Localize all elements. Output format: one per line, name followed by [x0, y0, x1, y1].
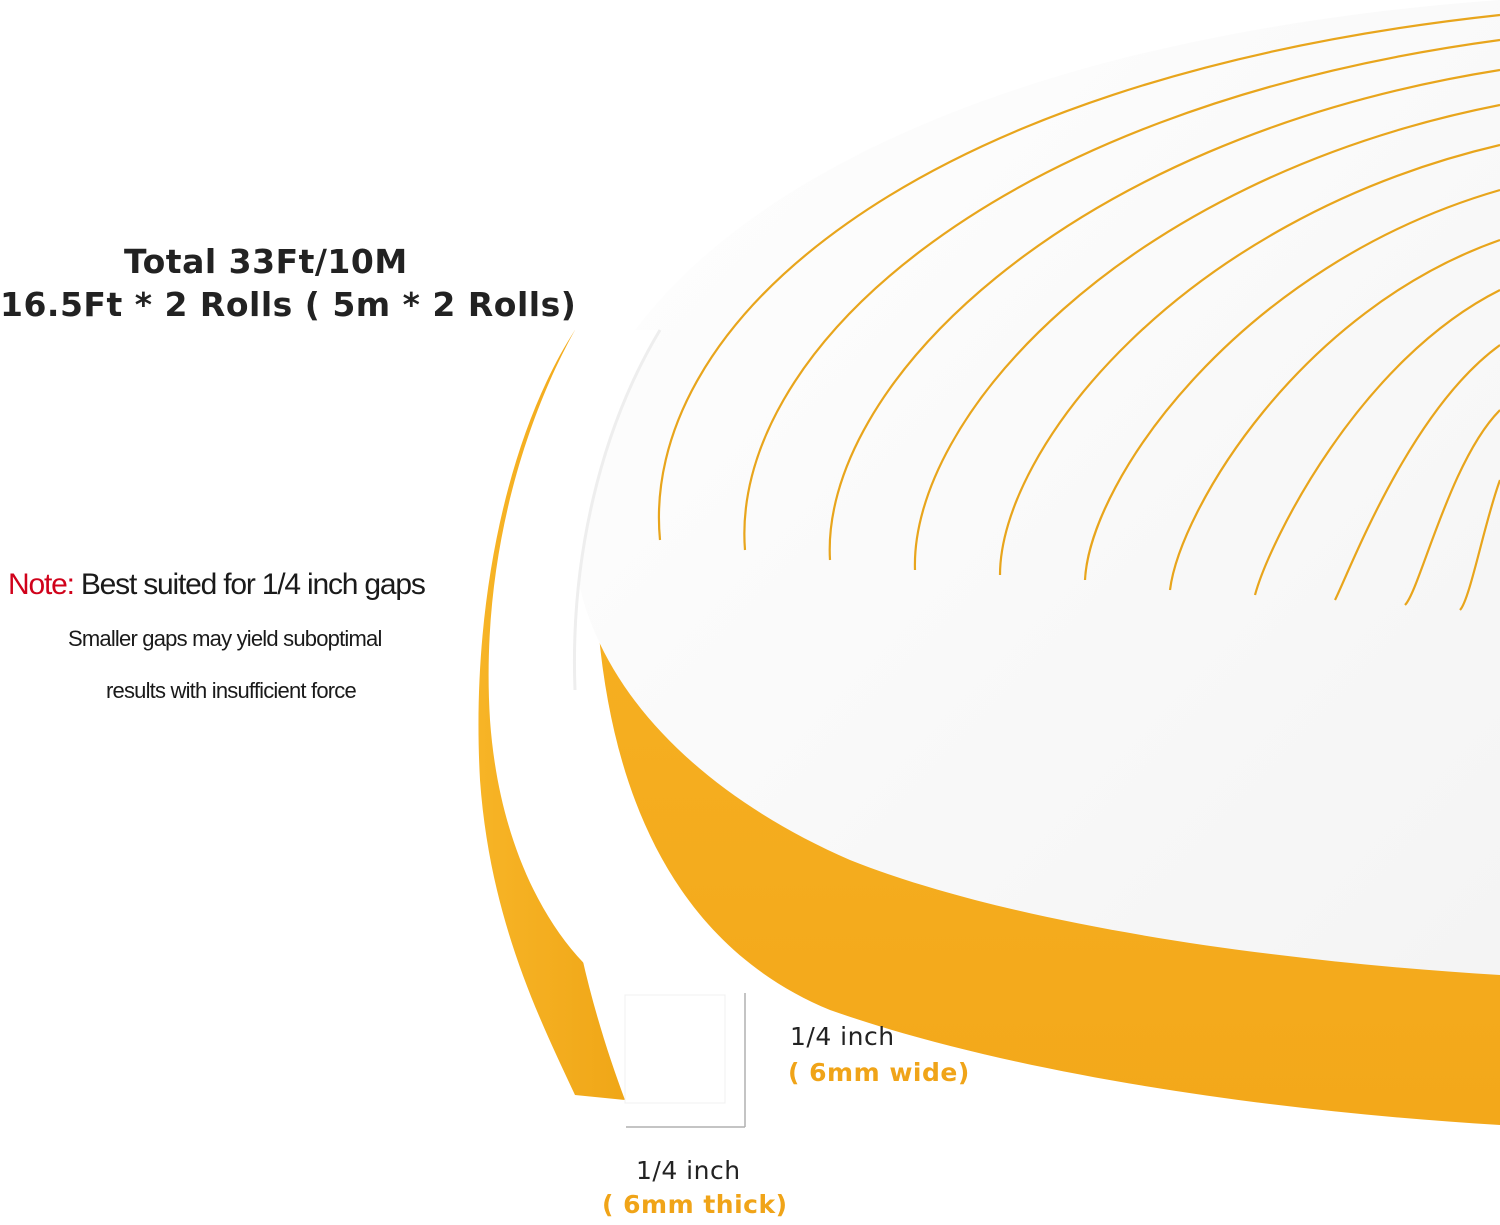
rolls-length-text: 16.5Ft * 2 Rolls ( 5m * 2 Rolls)	[0, 285, 577, 324]
thickness-metric: ( 6mm thick)	[602, 1190, 788, 1219]
roll-top-face	[570, 0, 1500, 975]
note-line: Note: Best suited for 1/4 inch gaps	[8, 568, 426, 602]
thickness-label: 1/4 inch	[636, 1156, 741, 1185]
width-metric: ( 6mm wide)	[788, 1058, 970, 1087]
note-label: Note:	[8, 568, 75, 601]
strip-foam-top	[488, 330, 725, 1000]
note-text: Best suited for 1/4 inch gaps	[73, 568, 426, 601]
roll-winding-lines	[657, 13, 1500, 611]
total-length-text: Total 33Ft/10M	[124, 242, 408, 281]
width-label: 1/4 inch	[790, 1022, 895, 1051]
strip-cut-end	[624, 994, 726, 1104]
note-sub-line-1: Smaller gaps may yield suboptimal	[68, 626, 382, 651]
note-sub-line-2: results with insufficient force	[106, 678, 357, 703]
